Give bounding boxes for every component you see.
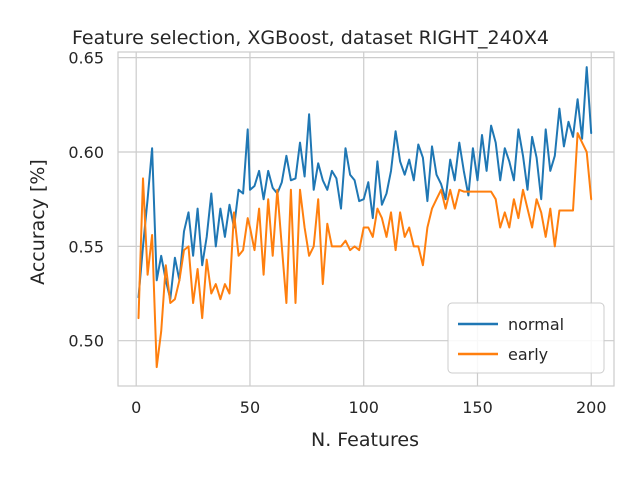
series-line-early	[137, 132, 593, 369]
series-layer	[137, 66, 593, 369]
y-tick-label: 0.50	[68, 332, 104, 351]
series-line-normal	[137, 66, 593, 301]
y-axis-ticks: 0.50 0.55 0.60 0.65	[68, 49, 104, 351]
chart-title: Feature selection, XGBoost, dataset RIGH…	[72, 27, 549, 49]
x-axis-label: N. Features	[311, 429, 419, 451]
x-tick-label: 50	[240, 398, 260, 417]
y-tick-label: 0.65	[68, 49, 104, 68]
y-tick-label: 0.60	[68, 143, 104, 162]
legend-label-normal: normal	[508, 315, 564, 334]
y-axis-label: Accuracy [%]	[27, 159, 49, 285]
legend-box	[447, 302, 605, 374]
legend-label-early: early	[508, 345, 548, 364]
x-tick-label: 0	[131, 398, 141, 417]
legend: normal early	[447, 302, 605, 374]
x-tick-label: 100	[348, 398, 379, 417]
x-tick-label: 200	[576, 398, 607, 417]
x-tick-label: 150	[462, 398, 493, 417]
x-axis-ticks: 0 50 100 150 200	[131, 398, 606, 417]
plot-frame	[117, 51, 615, 387]
y-tick-label: 0.55	[68, 237, 104, 256]
